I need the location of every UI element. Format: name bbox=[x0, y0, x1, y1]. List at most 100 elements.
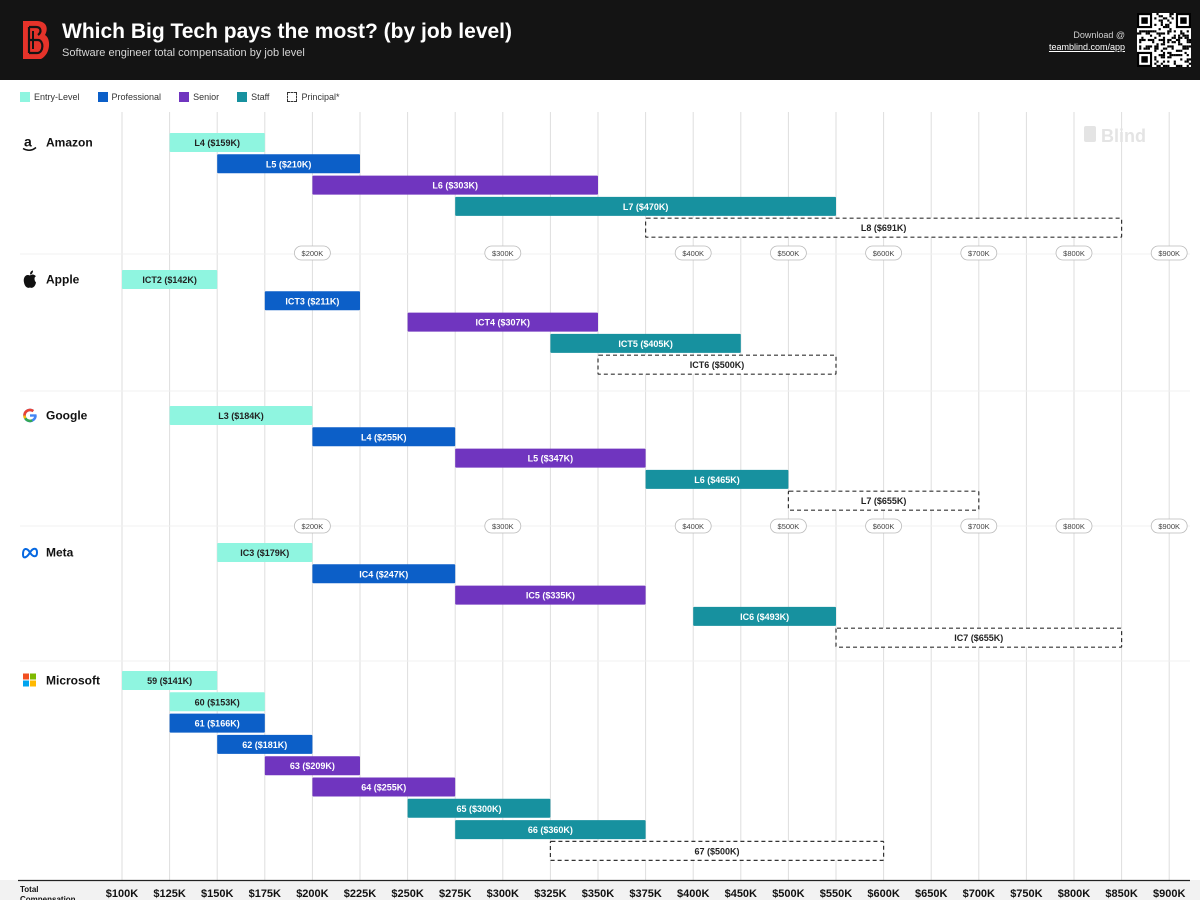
bar-google-3[interactable]: L6 ($465K) bbox=[645, 469, 789, 489]
bar-apple-3[interactable]: ICT5 ($405K) bbox=[550, 333, 741, 353]
qr-module bbox=[1173, 60, 1176, 63]
qr-module bbox=[1188, 58, 1191, 61]
bar-microsoft-4[interactable]: 63 ($209K) bbox=[264, 756, 360, 776]
bar-rect[interactable] bbox=[217, 734, 313, 754]
x-axis-title-line2: Compensation bbox=[20, 895, 76, 900]
reference-tick-label: $200K bbox=[302, 522, 324, 531]
bar-rect[interactable] bbox=[550, 333, 741, 353]
qr-module bbox=[1147, 45, 1150, 48]
bar-rect[interactable] bbox=[455, 820, 646, 840]
qr-module bbox=[1178, 41, 1181, 44]
bar-rect[interactable] bbox=[264, 756, 360, 776]
bar-amazon-4[interactable]: L8 ($691K) bbox=[644, 217, 1123, 238]
reference-tick-label: $800K bbox=[1063, 522, 1085, 531]
bar-meta-3[interactable]: IC6 ($493K) bbox=[693, 606, 836, 626]
qr-code-icon[interactable] bbox=[1137, 13, 1191, 67]
bar-meta-2[interactable]: IC5 ($335K) bbox=[455, 585, 646, 605]
bar-rect[interactable] bbox=[693, 606, 836, 626]
qr-module bbox=[1182, 32, 1185, 35]
bar-google-4[interactable]: L7 ($655K) bbox=[787, 490, 980, 511]
qr-module bbox=[1171, 36, 1174, 39]
bar-amazon-1[interactable]: L5 ($210K) bbox=[217, 154, 360, 174]
bar-rect[interactable] bbox=[122, 671, 218, 690]
qr-module bbox=[1182, 45, 1185, 48]
qr-module bbox=[1167, 64, 1170, 67]
bar-apple-4[interactable]: ICT6 ($500K) bbox=[597, 354, 837, 375]
bar-label: 59 ($141K) bbox=[147, 676, 192, 686]
bar-rect[interactable] bbox=[645, 469, 789, 489]
bar-meta-0[interactable]: IC3 ($179K) bbox=[217, 543, 313, 562]
legend-item-professional: Professional bbox=[97, 92, 161, 102]
bar-microsoft-7[interactable]: 66 ($360K) bbox=[455, 820, 646, 840]
reference-tick-label: $800K bbox=[1063, 249, 1085, 258]
bar-microsoft-3[interactable]: 62 ($181K) bbox=[217, 734, 313, 754]
bar-microsoft-5[interactable]: 64 ($255K) bbox=[312, 777, 456, 797]
apple-body bbox=[23, 274, 36, 288]
qr-module bbox=[1165, 64, 1168, 67]
bar-rect[interactable] bbox=[407, 798, 551, 818]
bar-rect[interactable] bbox=[455, 585, 646, 605]
bar-rect[interactable] bbox=[312, 427, 456, 447]
bar-rect[interactable] bbox=[169, 406, 313, 425]
bar-rect[interactable] bbox=[169, 133, 265, 152]
bar-rect[interactable] bbox=[264, 291, 360, 311]
qr-module bbox=[1149, 30, 1153, 33]
bar-rect[interactable] bbox=[169, 692, 265, 712]
qr-module bbox=[1162, 56, 1166, 59]
bar-rect[interactable] bbox=[312, 175, 598, 195]
bar-microsoft-1[interactable]: 60 ($153K) bbox=[169, 692, 265, 712]
x-tick-label: $300K bbox=[487, 888, 519, 900]
bar-rect[interactable] bbox=[787, 490, 980, 511]
bar-rect[interactable] bbox=[217, 154, 360, 174]
bar-rect[interactable] bbox=[122, 270, 218, 289]
bar-rect[interactable] bbox=[312, 777, 456, 797]
bar-rect[interactable] bbox=[312, 564, 456, 584]
bar-apple-1[interactable]: ICT3 ($211K) bbox=[264, 291, 360, 311]
qr-module bbox=[1180, 36, 1183, 39]
qr-module bbox=[1186, 41, 1189, 44]
bar-rect[interactable] bbox=[455, 196, 836, 216]
bar-rect[interactable] bbox=[217, 543, 313, 562]
qr-module bbox=[1167, 25, 1170, 29]
bar-microsoft-2[interactable]: 61 ($166K) bbox=[169, 713, 265, 733]
qr-module bbox=[1160, 19, 1163, 22]
reference-tick-label: $300K bbox=[492, 522, 514, 531]
bar-amazon-3[interactable]: L7 ($470K) bbox=[455, 196, 836, 216]
reference-tick-pill bbox=[1055, 245, 1093, 261]
reference-tick-pill bbox=[865, 245, 902, 261]
bar-amazon-0[interactable]: L4 ($159K) bbox=[169, 133, 265, 152]
bar-rect[interactable] bbox=[644, 217, 1123, 238]
qr-module bbox=[1182, 47, 1185, 50]
bar-apple-2[interactable]: ICT4 ($307K) bbox=[407, 312, 598, 332]
bar-meta-4[interactable]: IC7 ($655K) bbox=[835, 627, 1123, 648]
x-tick-label: $350K bbox=[582, 888, 614, 900]
bar-meta-1[interactable]: IC4 ($247K) bbox=[312, 564, 456, 584]
bar-microsoft-0[interactable]: 59 ($141K) bbox=[122, 671, 218, 690]
qr-module bbox=[1137, 32, 1140, 35]
bar-rect[interactable] bbox=[549, 840, 885, 862]
legend-label: Entry-Level bbox=[34, 92, 80, 102]
bar-rect[interactable] bbox=[835, 627, 1123, 648]
bar-google-2[interactable]: L5 ($347K) bbox=[455, 448, 646, 468]
qr-module bbox=[1156, 64, 1159, 67]
bar-rect[interactable] bbox=[407, 312, 598, 332]
bar-google-0[interactable]: L3 ($184K) bbox=[169, 406, 313, 425]
bar-microsoft-6[interactable]: 65 ($300K) bbox=[407, 798, 551, 818]
reference-tick-pill bbox=[1150, 245, 1188, 261]
bar-rect[interactable] bbox=[455, 448, 646, 468]
bar-rect[interactable] bbox=[597, 354, 837, 375]
bar-label: ICT6 ($500K) bbox=[690, 360, 745, 370]
qr-module bbox=[1160, 32, 1163, 35]
bar-google-1[interactable]: L4 ($255K) bbox=[312, 427, 456, 447]
bar-rect[interactable] bbox=[169, 713, 265, 733]
qr-module bbox=[1167, 32, 1170, 35]
reference-tick-pill bbox=[770, 245, 807, 261]
bar-microsoft-8[interactable]: 67 ($500K) bbox=[549, 840, 885, 862]
reference-tick-pill bbox=[293, 518, 331, 534]
bar-apple-0[interactable]: ICT2 ($142K) bbox=[122, 270, 218, 289]
bar-amazon-2[interactable]: L6 ($303K) bbox=[312, 175, 598, 195]
reference-tick-pill bbox=[484, 245, 522, 261]
download-link[interactable]: teamblind.com/app bbox=[1048, 42, 1125, 52]
x-tick-label: $375K bbox=[629, 888, 661, 900]
x-tick-label: $500K bbox=[772, 888, 804, 900]
